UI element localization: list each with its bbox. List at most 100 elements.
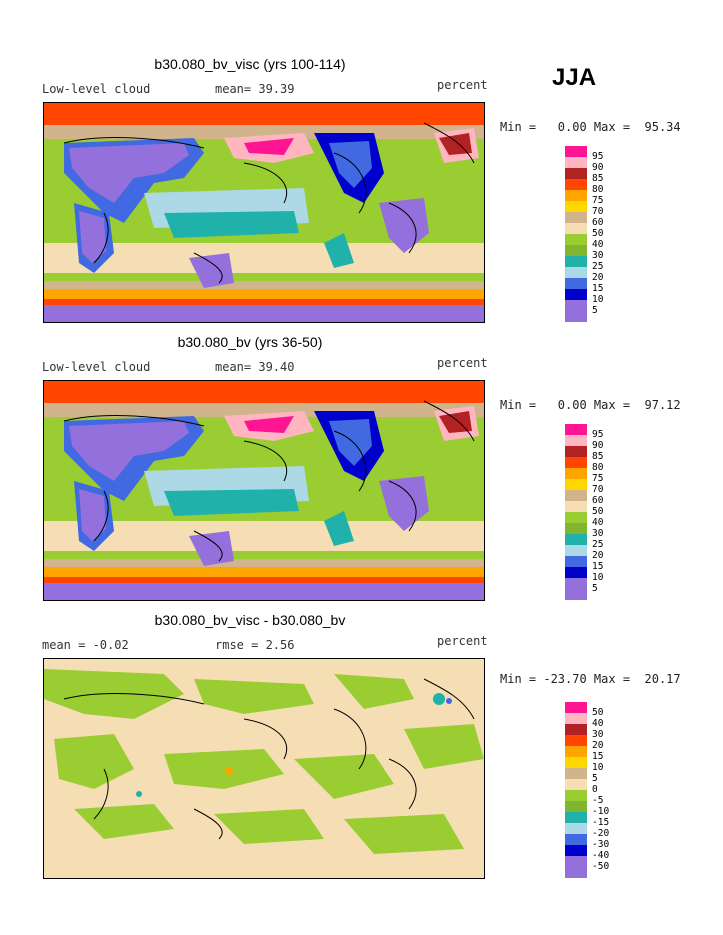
colorbar-label: 70 — [592, 206, 604, 217]
colorbar-swatch — [565, 556, 587, 567]
colorbar-swatch — [565, 834, 587, 845]
colorbar-swatch — [565, 146, 587, 157]
colorbar-label: 30 — [592, 528, 604, 539]
colorbar-swatch — [565, 713, 587, 724]
colorbar-label: 5 — [592, 305, 598, 316]
colorbar-label: 80 — [592, 184, 604, 195]
colorbar-swatch — [565, 735, 587, 746]
colorbar-label: -50 — [592, 861, 610, 872]
colorbar-swatch — [565, 479, 587, 490]
panel-2: b30.080_bv (yrs 36-50) Low-level cloud m… — [0, 330, 723, 630]
colorbar-swatch — [565, 234, 587, 245]
colorbar-swatch — [565, 256, 587, 267]
panel-rmse: rmse = 2.56 — [215, 638, 295, 652]
colorbar-label: 0 — [592, 784, 598, 795]
colorbar-label: 25 — [592, 539, 604, 550]
colorbar-swatch — [565, 435, 587, 446]
colorbar-label: -15 — [592, 817, 610, 828]
colorbar-swatch — [565, 490, 587, 501]
colorbar-label: 10 — [592, 762, 604, 773]
colorbar-label: -20 — [592, 828, 610, 839]
colorbar-label: 85 — [592, 451, 604, 462]
colorbar-label: 20 — [592, 740, 604, 751]
colorbar-label: 90 — [592, 162, 604, 173]
colorbar-swatch — [565, 534, 587, 545]
colorbar-label: 15 — [592, 283, 604, 294]
colorbar-label: -30 — [592, 839, 610, 850]
colorbar-swatch — [565, 157, 587, 168]
colorbar-swatch — [565, 168, 587, 179]
colorbar-label: 30 — [592, 729, 604, 740]
map-field — [43, 380, 485, 601]
colorbar-swatch — [565, 578, 587, 589]
colorbar-swatch — [565, 278, 587, 289]
colorbar-swatch — [565, 501, 587, 512]
panel-title: b30.080_bv_visc (yrs 100-114) — [154, 56, 346, 72]
colorbar-swatch — [565, 768, 587, 779]
map-diff — [43, 658, 485, 879]
panel-units: percent — [437, 356, 488, 370]
colorbar-swatch — [565, 267, 587, 278]
colorbar-label: -5 — [592, 795, 604, 806]
colorbar-swatch — [565, 457, 587, 468]
colorbar-swatch — [565, 179, 587, 190]
colorbar-swatch — [565, 468, 587, 479]
colorbar-label: 15 — [592, 561, 604, 572]
colorbar-swatch — [565, 300, 587, 311]
panel-units: percent — [437, 634, 488, 648]
colorbar-swatch — [565, 245, 587, 256]
panel-left-label: Low-level cloud — [42, 360, 151, 374]
colorbar-swatch — [565, 190, 587, 201]
colorbar-label: 60 — [592, 217, 604, 228]
colorbar-swatch — [565, 201, 587, 212]
colorbar-swatch — [565, 212, 587, 223]
panel-units: percent — [437, 78, 488, 92]
colorbar-label: 75 — [592, 473, 604, 484]
colorbar-swatch — [565, 856, 587, 867]
colorbar-label: 5 — [592, 773, 598, 784]
colorbar-label: -10 — [592, 806, 610, 817]
colorbar-label: 50 — [592, 707, 604, 718]
panel-title: b30.080_bv_visc - b30.080_bv — [154, 612, 346, 628]
colorbar-label: 25 — [592, 261, 604, 272]
panel-minmax: Min = 0.00 Max = 97.12 — [500, 398, 681, 412]
colorbar-swatch — [565, 867, 587, 878]
panel-mean: mean= 39.40 — [215, 360, 295, 374]
colorbar-label: 70 — [592, 484, 604, 495]
colorbar-label: 95 — [592, 151, 604, 162]
colorbar-label: 60 — [592, 495, 604, 506]
colorbar-label: 40 — [592, 718, 604, 729]
colorbar-swatch — [565, 523, 587, 534]
colorbar-label: 90 — [592, 440, 604, 451]
colorbar-swatch — [565, 567, 587, 578]
panel-3: b30.080_bv_visc - b30.080_bv mean = -0.0… — [0, 608, 723, 908]
colorbar-swatch — [565, 790, 587, 801]
colorbar-swatch — [565, 223, 587, 234]
colorbar-swatch — [565, 512, 587, 523]
colorbar-swatch — [565, 812, 587, 823]
colorbar-label: 95 — [592, 429, 604, 440]
colorbar-label: 40 — [592, 517, 604, 528]
colorbar-swatch — [565, 446, 587, 457]
panel-title: b30.080_bv (yrs 36-50) — [177, 334, 323, 350]
colorbar-label: 80 — [592, 462, 604, 473]
colorbar-label: 10 — [592, 294, 604, 305]
map-field — [43, 102, 485, 323]
colorbar-label: 40 — [592, 239, 604, 250]
panel-minmax: Min = -23.70 Max = 20.17 — [500, 672, 681, 686]
colorbar-label: -40 — [592, 850, 610, 861]
colorbar-swatch — [565, 746, 587, 757]
colorbar-swatch — [565, 702, 587, 713]
colorbar-label: 85 — [592, 173, 604, 184]
colorbar-swatch — [565, 311, 587, 322]
colorbar-label: 30 — [592, 250, 604, 261]
colorbar-label: 15 — [592, 751, 604, 762]
colorbar-swatch — [565, 424, 587, 435]
colorbar-label: 20 — [592, 272, 604, 283]
panel-minmax: Min = 0.00 Max = 95.34 — [500, 120, 681, 134]
colorbar-label: 50 — [592, 506, 604, 517]
colorbar-label: 5 — [592, 583, 598, 594]
colorbar-swatch — [565, 589, 587, 600]
panel-1: b30.080_bv_visc (yrs 100-114) Low-level … — [0, 52, 723, 352]
colorbar-label: 20 — [592, 550, 604, 561]
